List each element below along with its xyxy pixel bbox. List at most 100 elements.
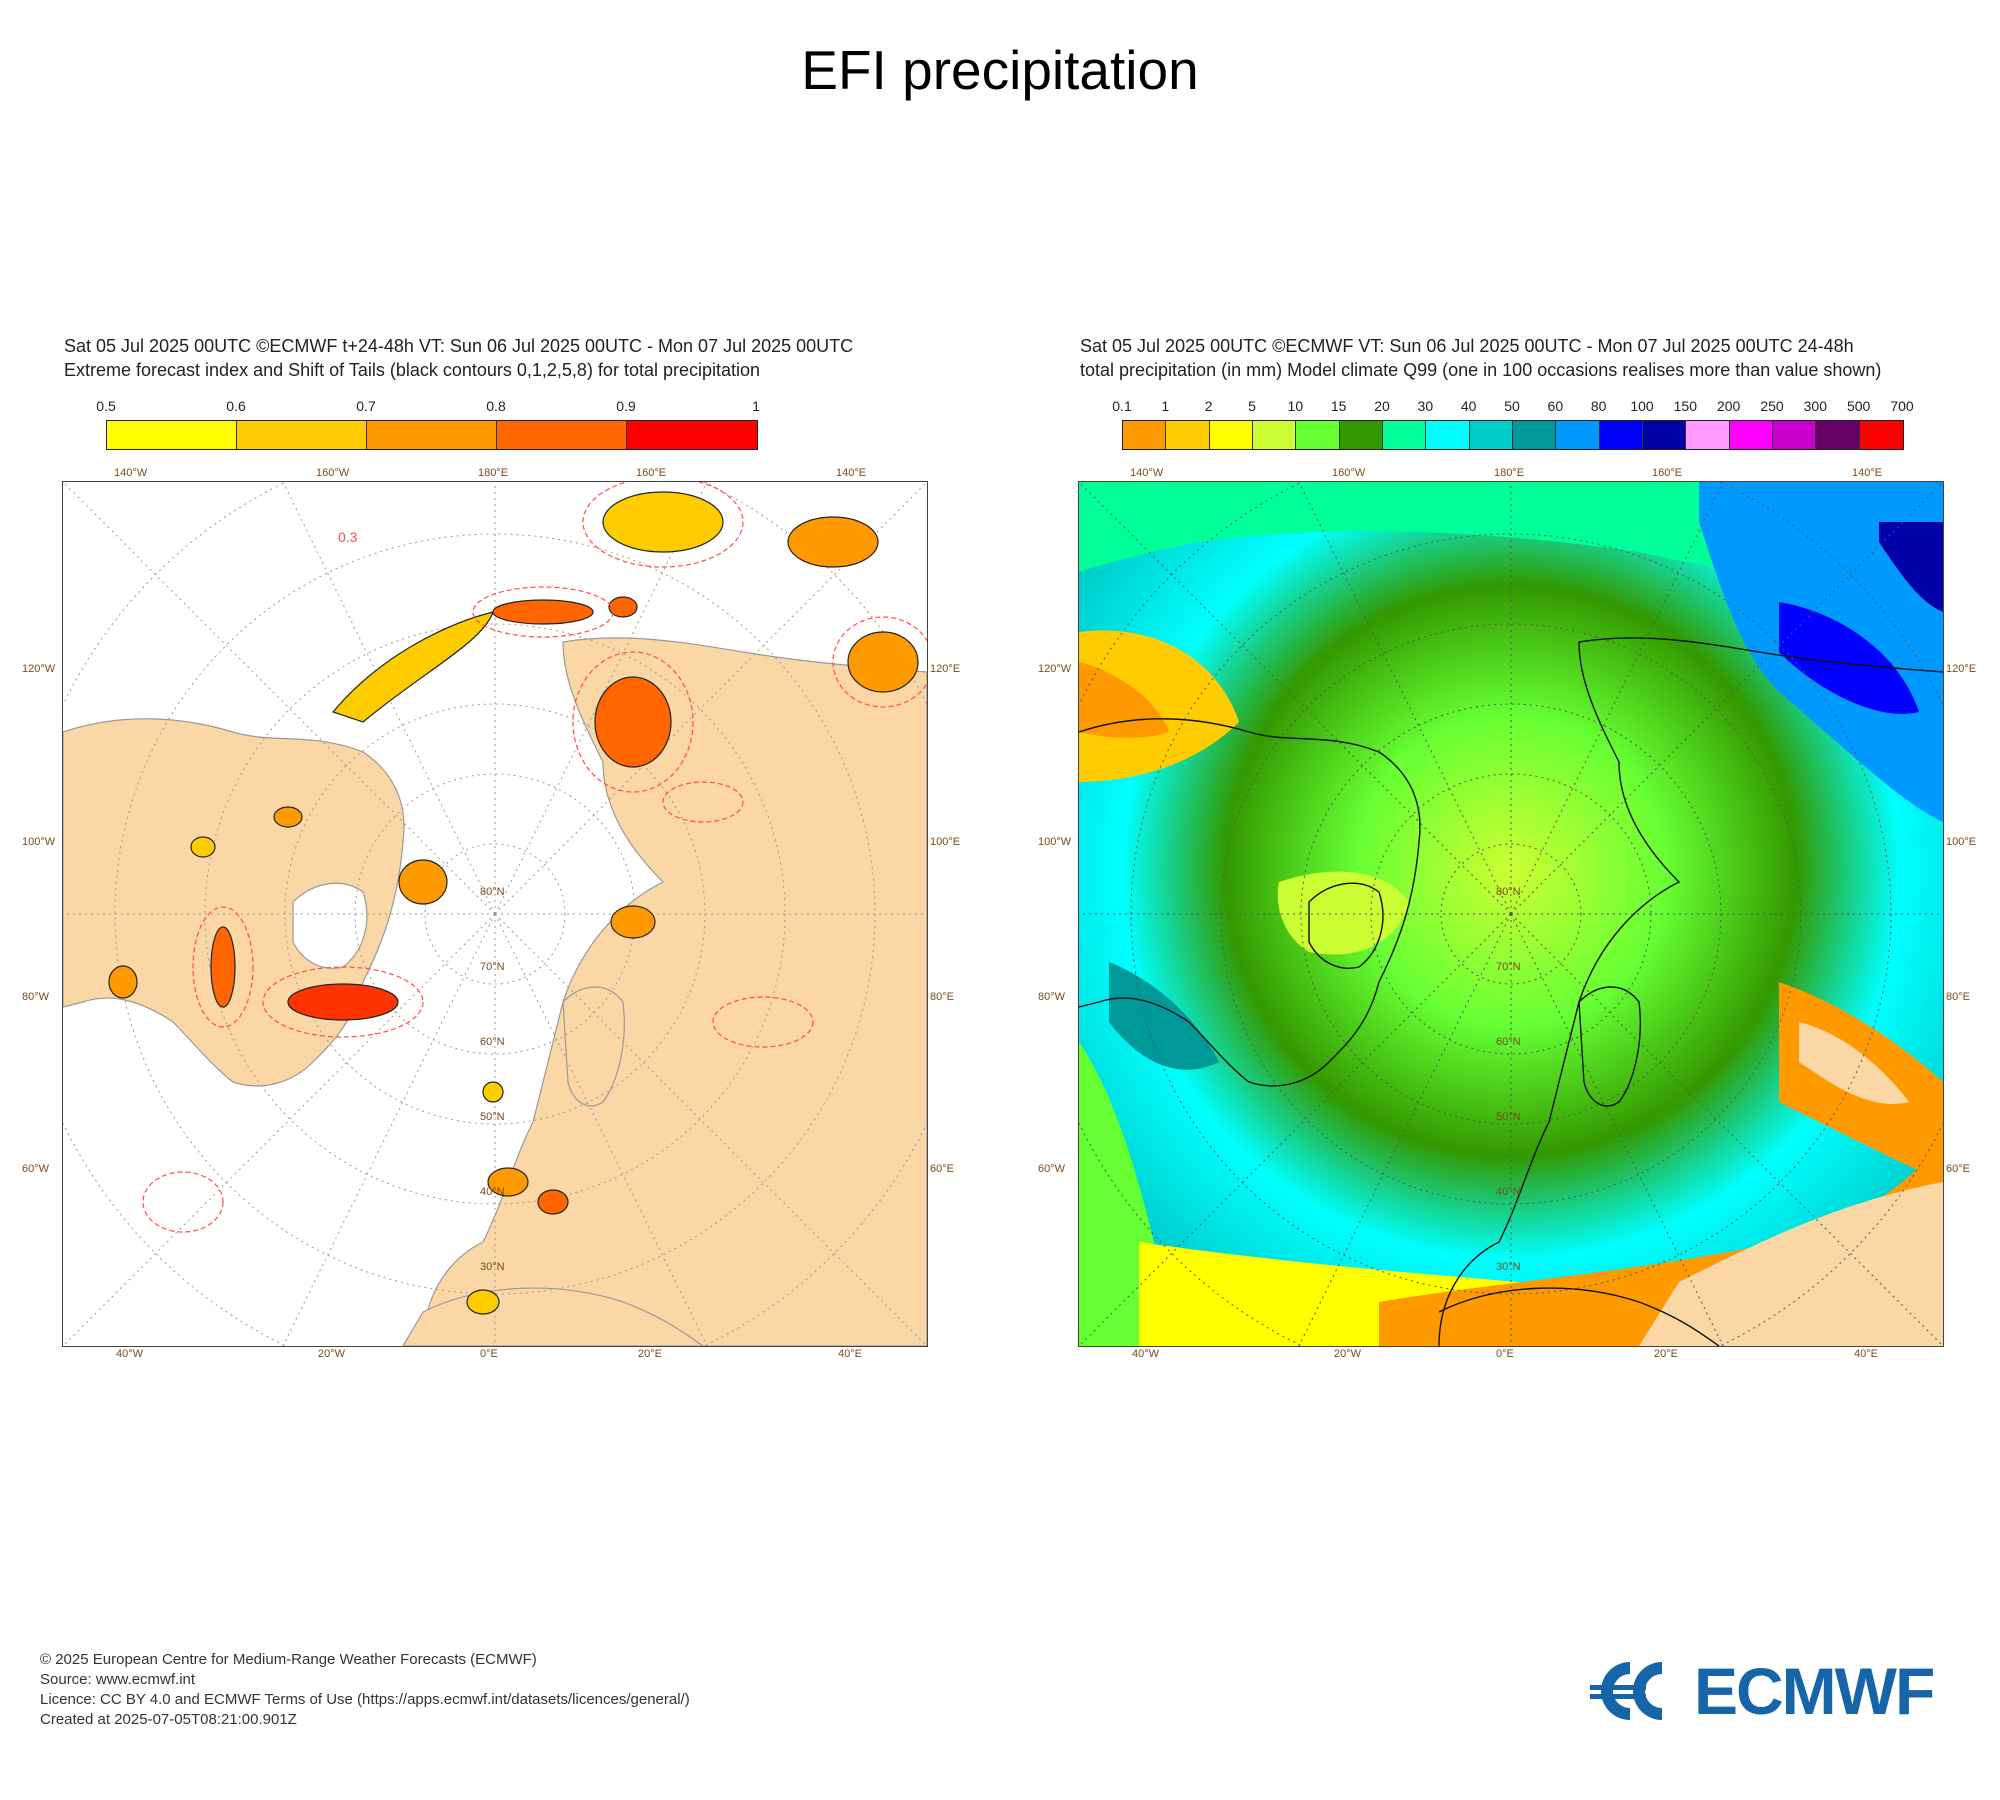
precip-colorbar-label: 5 xyxy=(1248,398,1256,414)
precip-colorbar-swatch xyxy=(1686,421,1730,449)
map-lat-ring-label: 30°N xyxy=(480,1261,505,1273)
precip-map[interactable] xyxy=(1078,481,1944,1347)
efi-colorbar-swatch xyxy=(237,421,367,449)
precip-colorbar-label: 300 xyxy=(1803,398,1828,414)
map-lat-ring-label: 80°N xyxy=(480,886,505,898)
map-axis-label-left: 60°W xyxy=(22,1163,50,1175)
map-axis-label-top: 140°E xyxy=(836,467,867,479)
map-lat-ring-label: 50°N xyxy=(1496,1111,1521,1123)
efi-colorbar-label: 0.7 xyxy=(356,398,376,414)
map-axis-label-bottom: 40°W xyxy=(1132,1348,1160,1360)
precip-header-line2: total precipitation (in mm) Model climat… xyxy=(1080,360,1882,380)
efi-colorbar-label: 0.9 xyxy=(616,398,636,414)
precip-colorbar-label: 15 xyxy=(1330,398,1347,414)
precip-colorbar-swatch xyxy=(1816,421,1860,449)
efi-colorbar-labels: 0.5 0.6 0.7 0.8 0.9 1 xyxy=(96,398,760,416)
map-lat-ring-label: 60°N xyxy=(1496,1036,1521,1048)
map-axis-label-right: 60°E xyxy=(1946,1163,1970,1175)
map-axis-label-bottom: 0°E xyxy=(480,1348,498,1360)
precip-colorbar-label: 700 xyxy=(1890,398,1914,414)
footer-copyright: © 2025 European Centre for Medium-Range … xyxy=(40,1651,537,1668)
precip-colorbar-labels: 0.1 1 2 5 10 15 20 30 40 50 60 80 100 150 200 250 300 500… xyxy=(1112,398,1913,416)
map-axis-label-top: 160°E xyxy=(636,467,667,479)
map-axis-label-right: 80°E xyxy=(1946,991,1970,1003)
scandinavia-land xyxy=(562,986,625,1107)
precip-map-svg xyxy=(1079,482,1943,1346)
precip-panel: Sat 05 Jul 2025 00UTC ©ECMWF VT: Sun 06 … xyxy=(1038,336,2000,1386)
precip-colorbar-swatch xyxy=(1426,421,1470,449)
efi-colorbar-label: 1 xyxy=(752,398,760,414)
precip-colorbar-label: 50 xyxy=(1504,398,1520,414)
precip-colorbar-label: 40 xyxy=(1460,398,1477,414)
footer-created: Created at 2025-07-05T08:21:00.901Z xyxy=(40,1711,297,1728)
precip-colorbar-label: 80 xyxy=(1590,398,1607,414)
efi-panel: Sat 05 Jul 2025 00UTC ©ECMWF t+24-48h VT… xyxy=(22,336,1062,1386)
greenland-land xyxy=(292,882,368,969)
precip-colorbar-swatch xyxy=(1296,421,1340,449)
map-axis-label-top: 160°W xyxy=(1332,467,1366,479)
precip-colorbar-label: 150 xyxy=(1673,398,1698,414)
map-axis-label-top: 140°W xyxy=(114,467,148,479)
map-axis-label-right: 120°E xyxy=(1946,663,1977,675)
ecmwf-logo-icon xyxy=(1590,1662,1662,1720)
map-lat-ring-label: 60°N xyxy=(480,1036,505,1048)
precip-regions xyxy=(1079,482,1943,1346)
precip-colorbar-swatch xyxy=(1339,421,1383,449)
map-axis-label-bottom: 20°W xyxy=(1334,1348,1362,1360)
page-title: EFI precipitation xyxy=(801,39,1199,101)
map-axis-label-bottom: 40°E xyxy=(838,1348,862,1360)
precip-colorbar-swatch xyxy=(1209,421,1253,449)
efi-colorbar: 0.5 0.6 0.7 0.8 0.9 1 xyxy=(96,398,760,458)
map-axis-label-left: 120°W xyxy=(22,663,56,675)
efi-colorbar-swatch xyxy=(107,421,237,449)
precip-colorbar-label: 0.1 xyxy=(1112,398,1132,414)
efi-map-svg: 0.3 xyxy=(63,482,927,1346)
efi-colorbar-label: 0.5 xyxy=(96,398,116,414)
precip-colorbar-label: 100 xyxy=(1630,398,1654,414)
map-axis-label-right: 80°E xyxy=(930,991,954,1003)
footer-licence: Licence: CC BY 4.0 and ECMWF Terms of Us… xyxy=(40,1691,690,1708)
footer: © 2025 European Centre for Medium-Range … xyxy=(40,1650,690,1730)
precip-colorbar-label: 250 xyxy=(1760,398,1784,414)
precip-colorbar-label: 10 xyxy=(1287,398,1304,414)
map-lat-ring-label: 70°N xyxy=(480,961,505,973)
meridians xyxy=(1079,482,1943,1346)
map-axis-label-bottom: 0°E xyxy=(1496,1348,1514,1360)
precip-colorbar-label: 20 xyxy=(1374,398,1390,414)
precip-colorbar-swatch xyxy=(1729,421,1773,449)
map-axis-label-top: 180°E xyxy=(1494,467,1525,479)
precip-colorbar-swatch xyxy=(1556,421,1600,449)
efi-colorbar-label: 0.8 xyxy=(486,398,506,414)
efi-header-line1: Sat 05 Jul 2025 00UTC ©ECMWF t+24-48h VT… xyxy=(64,336,854,356)
precip-colorbar-swatch xyxy=(1772,421,1817,449)
precip-colorbar-swatches xyxy=(1122,420,1904,450)
map-axis-label-bottom: 20°E xyxy=(638,1348,662,1360)
map-axis-label-bottom: 40°W xyxy=(116,1348,144,1360)
efi-header-line2: Extreme forecast index and Shift of Tail… xyxy=(64,360,761,380)
ecmwf-logo-text: ECMWF xyxy=(1694,1654,1935,1728)
efi-map[interactable]: 0.3 xyxy=(62,481,928,1347)
footer-source: Source: www.ecmwf.int xyxy=(40,1671,196,1688)
efi-colorbar-swatch xyxy=(367,421,497,449)
efi-blobs xyxy=(108,491,919,1315)
map-axis-label-right: 100°E xyxy=(930,836,961,848)
map-axis-label-left: 80°W xyxy=(22,991,50,1003)
efi-colorbar-swatch xyxy=(627,421,757,449)
precip-colorbar-swatch xyxy=(1599,421,1643,449)
precip-colorbar-label: 30 xyxy=(1417,398,1434,414)
efi-colorbar-label: 0.6 xyxy=(226,398,246,414)
map-lat-ring-label: 70°N xyxy=(1496,961,1521,973)
map-lat-ring-label: 30°N xyxy=(1496,1261,1521,1273)
map-axis-label-top: 140°E xyxy=(1852,467,1883,479)
precip-colorbar-swatch xyxy=(1859,421,1903,449)
precip-colorbar-label: 60 xyxy=(1547,398,1564,414)
map-lat-ring-label: 80°N xyxy=(1496,886,1521,898)
map-axis-label-right: 120°E xyxy=(930,663,961,675)
eurasia-land xyxy=(422,637,927,1346)
map-axis-label-bottom: 20°W xyxy=(318,1348,346,1360)
ecmwf-logo: ECMWF xyxy=(1590,1656,1970,1726)
efi-contour-label: 0.3 xyxy=(338,529,358,545)
precip-colorbar-swatch xyxy=(1382,421,1427,449)
precip-colorbar-swatch xyxy=(1252,421,1297,449)
map-lat-ring-label: 40°N xyxy=(1496,1186,1521,1198)
